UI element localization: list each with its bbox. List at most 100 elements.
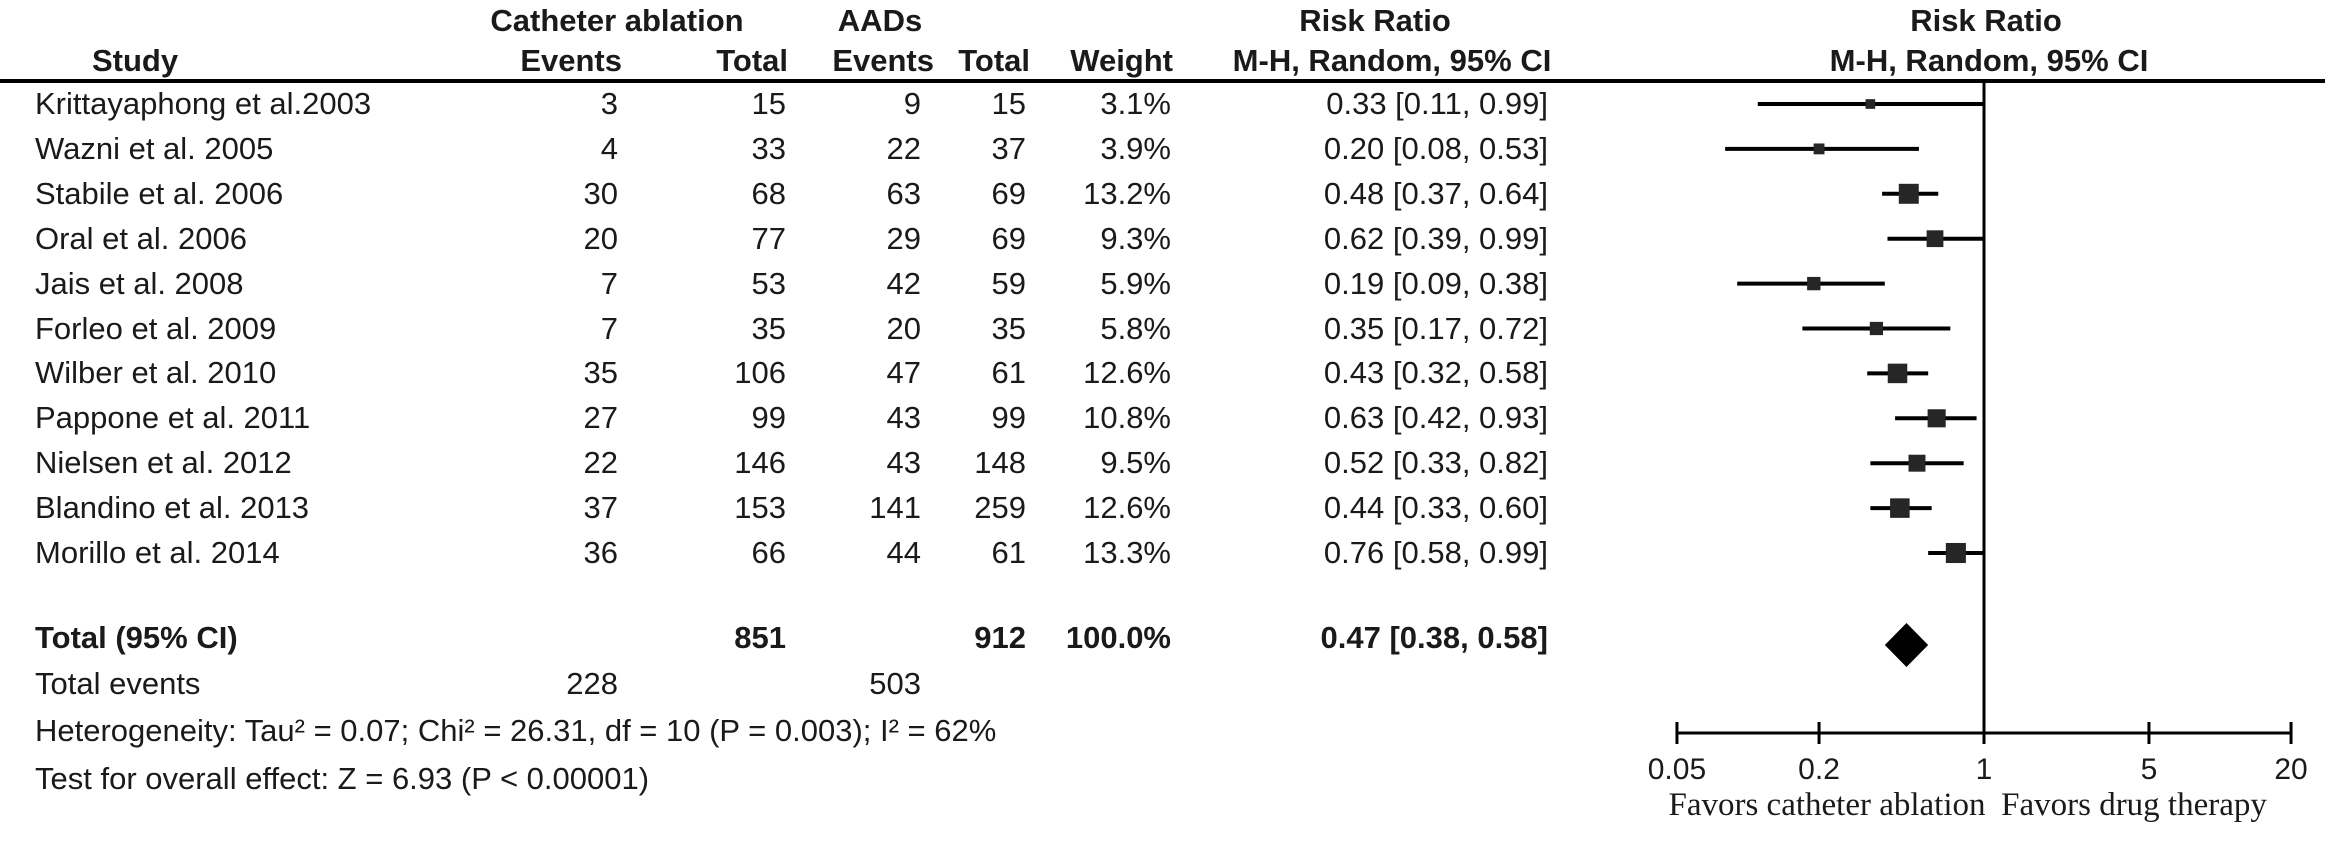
total-aads-cell: 69: [991, 220, 1026, 256]
x-axis-tick-label: 0.2: [1798, 753, 1840, 786]
risk-ratio-cell: 0.35 [0.17, 0.72]: [1323, 310, 1548, 346]
rr-plot-column-title: Risk Ratio: [1910, 3, 2062, 38]
total-aads-cell: 61: [991, 535, 1026, 570]
rr-plot-column-method: M-H, Random, 95% CI: [1829, 43, 2149, 78]
heterogeneity-stats: Heterogeneity: Tau² = 0.07; Chi² = 26.31…: [35, 713, 997, 748]
study-row: Wazni et al. 2005 4 33 22 37 3.9% 0.20 [0.08, …: [0, 127, 2325, 171]
events-ablation-cell: 20: [583, 220, 618, 256]
study-row: Forleo et al. 2009 7 35 20 35 5.8% 0.35 [0.17,…: [0, 307, 2325, 351]
events-ablation-cell: 7: [600, 265, 618, 301]
study-name: Morillo et al. 2014: [35, 535, 280, 570]
total-aads-cell: 61: [991, 355, 1026, 391]
events-ablation-cell: 22: [583, 445, 618, 481]
total-ablation-cell: 106: [734, 355, 786, 391]
study-row: Stabile et al. 2006 30 68 63 69 13.2% 0.48 [0.…: [0, 172, 2325, 216]
total-ablation-cell: 35: [751, 310, 786, 346]
total-events-ablation: 228: [566, 666, 618, 701]
events-aads-cell: 47: [886, 355, 921, 391]
effect-square: [1908, 454, 1926, 472]
study-name: Forleo et al. 2009: [35, 310, 277, 346]
weight-cell: 13.3%: [1083, 535, 1171, 570]
total-ablation-cell: 15: [751, 86, 786, 121]
events-ablation-cell: 36: [583, 535, 618, 570]
events-aads-cell: 141: [869, 490, 921, 526]
favors-right-label: Favors drug therapy: [2001, 787, 2267, 823]
column-header-weight: Weight: [1070, 43, 1173, 78]
rr-text-column-title: Risk Ratio: [1299, 3, 1451, 38]
risk-ratio-cell: 0.48 [0.37, 0.64]: [1323, 175, 1548, 211]
effect-square: [1865, 99, 1876, 109]
total-aads-cell: 69: [991, 175, 1026, 211]
study-name: Nielsen et al. 2012: [35, 445, 292, 481]
total-aads-cell: 259: [974, 490, 1026, 526]
effect-square: [1927, 409, 1946, 428]
study-name: Jais et al. 2008: [35, 265, 244, 301]
total-ablation-cell: 99: [751, 400, 786, 436]
x-axis-tick-label: 1: [1976, 753, 1993, 786]
study-row: Wilber et al. 2010 35 106 47 61 12.6% 0.43 [0.…: [0, 351, 2325, 395]
events-ablation-cell: 3: [600, 86, 618, 121]
total-risk-ratio: 0.47 [0.38, 0.58]: [1320, 620, 1549, 655]
total-label: Total (95% CI): [35, 620, 238, 655]
risk-ratio-cell: 0.33 [0.11, 0.99]: [1326, 86, 1548, 121]
study-name: Wilber et al. 2010: [35, 355, 277, 391]
study-name: Krittayaphong et al.2003: [35, 86, 372, 121]
column-header-events-aads: Events: [832, 43, 934, 78]
total-row: Total (95% CI) 851 912 100.0% 0.47 [0.38…: [0, 616, 2325, 660]
total-ablation-cell: 33: [751, 130, 786, 166]
weight-cell: 9.5%: [1100, 445, 1171, 481]
total-events-row: Total events 228 503: [0, 662, 2325, 706]
total-ablation-n: 851: [734, 620, 786, 655]
events-aads-cell: 43: [886, 400, 921, 436]
summary-diamond: [1884, 623, 1929, 667]
effect-square: [1890, 498, 1910, 518]
effect-square: [1807, 276, 1821, 291]
total-events-label: Total events: [35, 666, 201, 701]
column-header-total-ablation: Total: [716, 43, 788, 78]
events-aads-cell: 43: [886, 445, 921, 481]
weight-cell: 5.8%: [1100, 310, 1171, 346]
events-ablation-cell: 7: [600, 310, 618, 346]
column-header-events-ablation: Events: [520, 43, 622, 78]
total-ablation-cell: 146: [734, 445, 786, 481]
total-ablation-cell: 77: [751, 220, 786, 256]
events-ablation-cell: 35: [583, 355, 618, 391]
events-ablation-cell: 4: [600, 130, 618, 166]
total-aads-cell: 37: [991, 130, 1026, 166]
events-aads-cell: 42: [886, 265, 921, 301]
effect-square: [1887, 363, 1908, 384]
weight-cell: 12.6%: [1083, 355, 1171, 391]
total-events-aads: 503: [869, 666, 921, 701]
total-aads-n: 912: [974, 620, 1026, 655]
study-row: Krittayaphong et al.2003 3 15 9 15 3.1% 0.33 […: [0, 82, 2325, 126]
study-name: Pappone et al. 2011: [35, 400, 311, 436]
risk-ratio-cell: 0.44 [0.33, 0.60]: [1323, 490, 1548, 526]
weight-cell: 10.8%: [1083, 400, 1171, 436]
effect-square: [1926, 230, 1944, 248]
risk-ratio-cell: 0.63 [0.42, 0.93]: [1323, 400, 1548, 436]
total-ablation-cell: 66: [751, 535, 786, 570]
x-axis-tick-label: 5: [2141, 753, 2158, 786]
header-divider: [0, 79, 2325, 83]
x-axis-tick-label: 20: [2274, 753, 2307, 786]
risk-ratio-cell: 0.52 [0.33, 0.82]: [1323, 445, 1548, 481]
weight-cell: 13.2%: [1083, 175, 1171, 211]
study-row: Pappone et al. 2011 27 99 43 99 10.8% 0.63 [0.…: [0, 396, 2325, 440]
study-row: Blandino et al. 2013 37 153 141 259 12.6% 0.44…: [0, 486, 2325, 530]
study-row: Oral et al. 2006 20 77 29 69 9.3% 0.62 [0.39, …: [0, 217, 2325, 261]
risk-ratio-cell: 0.20 [0.08, 0.53]: [1323, 130, 1548, 166]
group-header-catheter-ablation: Catheter ablation: [490, 3, 744, 38]
rr-text-column-method: M-H, Random, 95% CI: [1232, 43, 1552, 78]
events-ablation-cell: 27: [583, 400, 618, 436]
weight-cell: 3.9%: [1100, 130, 1171, 166]
column-header-study: Study: [92, 43, 179, 78]
risk-ratio-cell: 0.62 [0.39, 0.99]: [1323, 220, 1548, 256]
total-aads-cell: 35: [991, 310, 1026, 346]
risk-ratio-cell: 0.43 [0.32, 0.58]: [1323, 355, 1548, 391]
events-aads-cell: 63: [886, 175, 921, 211]
weight-cell: 9.3%: [1100, 220, 1171, 256]
favors-left-label: Favors catheter ablation: [1668, 787, 1986, 823]
events-ablation-cell: 30: [583, 175, 618, 211]
study-row: Nielsen et al. 2012 22 146 43 148 9.5% 0.52 [0…: [0, 441, 2325, 485]
